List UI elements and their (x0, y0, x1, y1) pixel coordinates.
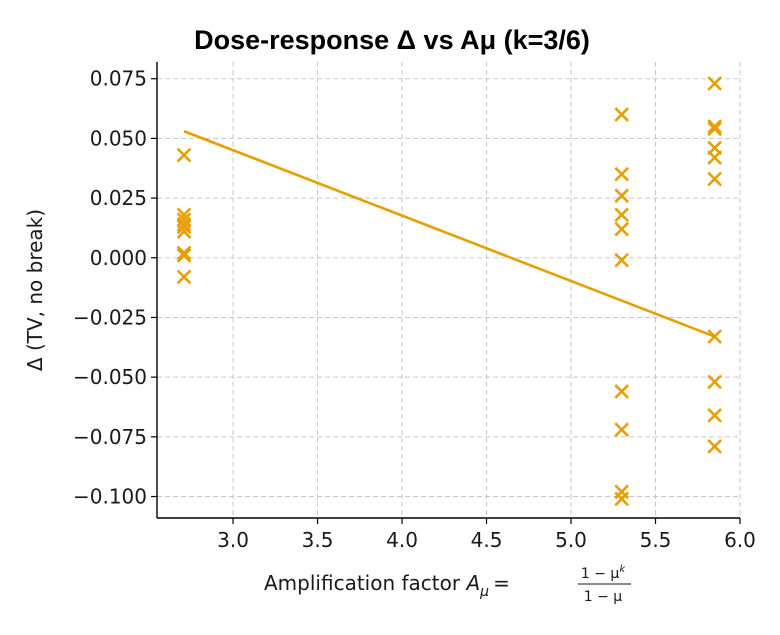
data-point (707, 408, 722, 423)
data-point (707, 119, 722, 134)
data-point (176, 269, 192, 285)
data-point (707, 171, 722, 187)
data-point (707, 140, 722, 156)
x-tick-label: 3.5 (302, 528, 334, 552)
y-tick-label: 0.000 (90, 246, 147, 270)
data-point (614, 166, 630, 182)
grid (157, 62, 741, 518)
x-tick-label: 6.0 (724, 528, 756, 552)
data-point (176, 248, 192, 263)
data-layer (176, 76, 722, 507)
data-point (176, 245, 192, 261)
y-tick-label: 0.075 (90, 67, 147, 91)
x-axis-label-symbol: A (464, 571, 480, 595)
x-tick-label: 5.5 (640, 528, 672, 552)
ticks: 3.0 3.5 4.0 4.5 5.0 5.5 6.0 0.075 0.050 0.025 0.00… (73, 67, 756, 552)
data-point (707, 439, 722, 454)
x-axis-label-equals: = (493, 571, 510, 595)
x-tick-label: 4.5 (471, 528, 503, 552)
y-tick-label: −0.075 (73, 425, 147, 449)
data-point (614, 422, 630, 438)
y-tick-label: −0.025 (73, 305, 147, 329)
data-point (707, 76, 722, 91)
data-point (176, 147, 192, 163)
data-point (176, 224, 192, 239)
data-point (707, 150, 722, 165)
x-axis-label-denominator: 1 − μ (584, 589, 623, 605)
data-point (614, 221, 630, 237)
y-tick-label: −0.050 (73, 365, 147, 389)
data-point (614, 384, 630, 399)
data-point (707, 329, 722, 344)
svg-text:Amplification factor Aμ=: Amplification factor Aμ = (264, 571, 510, 600)
data-point (707, 374, 722, 390)
data-point (614, 491, 630, 507)
data-point (707, 121, 722, 137)
x-axis-label-prefix: Amplification factor (264, 571, 466, 595)
y-tick-label: 0.025 (90, 186, 147, 210)
x-tick-label: 3.0 (217, 528, 249, 552)
x-tick-label: 5.0 (555, 528, 587, 552)
fit-line (183, 130, 716, 338)
x-axis-label-exponent: k (619, 564, 626, 575)
data-point (614, 107, 630, 122)
data-point (176, 219, 192, 235)
x-axis-label: Amplification factor Aμ = 1 − μk 1 − μ (264, 564, 631, 605)
svg-text:1 − μk: 1 − μk (581, 564, 626, 582)
x-axis-label-numerator: 1 − μ (581, 566, 620, 582)
data-point (614, 207, 630, 223)
y-tick-label: 0.050 (90, 126, 147, 150)
data-point (614, 252, 630, 268)
y-axis-label: Δ (TV, no break) (23, 209, 47, 371)
x-tick-label: 4.0 (386, 528, 418, 552)
data-point (614, 188, 630, 204)
axes-spines (156, 62, 740, 519)
data-point (176, 207, 192, 223)
y-tick-label: −0.100 (73, 485, 147, 509)
x-axis-label-subscript: μ (479, 584, 489, 600)
chart-title: Dose-response Δ vs Aμ (k=3/6) (194, 25, 590, 55)
